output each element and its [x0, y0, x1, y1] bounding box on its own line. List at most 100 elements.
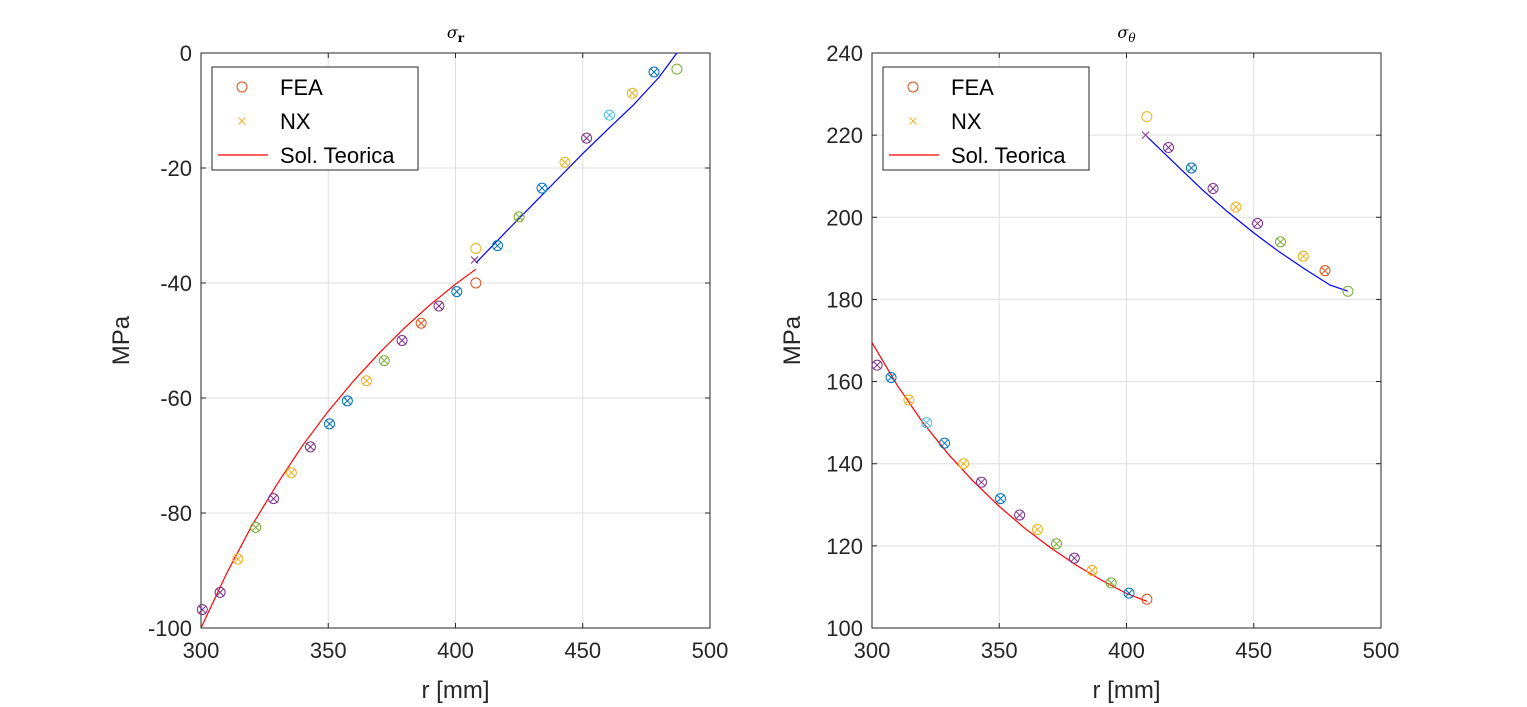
legend: FEA NX Sol. Teorica	[882, 66, 1090, 171]
chart-title: σθ	[1117, 23, 1136, 45]
data-point-nx	[1141, 131, 1150, 139]
legend: FEA NX Sol. Teorica	[211, 66, 419, 171]
data-point-nx	[325, 420, 334, 428]
data-point-nx	[959, 459, 968, 468]
data-point-nx	[1164, 143, 1173, 152]
data-point-fea	[958, 458, 970, 470]
data-point-fea	[581, 132, 593, 144]
data-point-nx	[417, 319, 425, 328]
data-point-pair	[232, 553, 244, 565]
y-tick-label: -80	[160, 501, 192, 526]
data-point-nx	[561, 158, 569, 167]
data-point-fea	[324, 418, 336, 430]
data-point-nx	[287, 468, 296, 477]
data-point-nx	[515, 213, 523, 221]
data-point-fea	[268, 493, 280, 505]
data-point-fea	[921, 417, 933, 429]
data-point-nx	[1070, 554, 1079, 563]
y-tick-label: -20	[160, 156, 192, 181]
data-point-pair	[285, 467, 297, 479]
data-point-pair	[1014, 509, 1026, 521]
data-point-fea	[304, 441, 316, 453]
theory-curve-1	[201, 268, 477, 628]
x-tick-label: 300	[854, 638, 891, 663]
data-point-fea	[603, 109, 615, 121]
data-point-fea	[470, 277, 482, 289]
x-tick-label: 450	[1235, 638, 1272, 663]
data-point-fea	[491, 240, 503, 252]
data-point-pair	[1031, 523, 1043, 535]
x-tick-label: 350	[310, 638, 347, 663]
x-tick-label: 400	[437, 638, 474, 663]
legend-label: NX	[280, 109, 311, 134]
theory-curves	[201, 53, 678, 628]
data-point-nx	[996, 494, 1005, 503]
data-point-nx	[1088, 566, 1096, 575]
data-point-fea	[1068, 552, 1080, 564]
data-point-pair	[885, 371, 897, 383]
data-point-nx	[605, 111, 614, 119]
data-point-fea	[871, 359, 883, 371]
data-point-nx	[1125, 589, 1133, 597]
data-point-fea	[1207, 183, 1219, 195]
data-point-nx	[343, 397, 352, 405]
data-point-nx	[1232, 203, 1240, 211]
data-point-pair	[939, 437, 951, 449]
data-point-fea	[1185, 162, 1197, 174]
data-point-fea	[626, 87, 638, 99]
data-point-nx	[1253, 219, 1262, 228]
y-ticks: 100 120 140 160 180 200 220 240	[826, 41, 1381, 641]
data-point-nx	[306, 443, 315, 451]
data-point-pair	[921, 417, 933, 429]
x-tick-label: 500	[692, 638, 729, 663]
data-point-fea	[214, 586, 226, 598]
data-point-fea	[903, 394, 915, 406]
y-tick-label: 120	[826, 534, 863, 559]
x-ticks: 300 350 400 450 500	[854, 53, 1399, 663]
data-point-fea	[1086, 565, 1098, 576]
y-axis-label: MPa	[108, 315, 135, 365]
y-tick-label: 0	[180, 41, 192, 66]
data-point-pair	[559, 156, 571, 168]
data-point-fea	[648, 66, 660, 78]
data-point-nx	[198, 605, 207, 614]
chart-1: 300 350 400 450 500 -100 -80 -60 -40 -20 0 r [mm] MP…	[108, 23, 728, 704]
data-point-pair	[1185, 162, 1197, 174]
data-point-fea	[671, 63, 683, 75]
legend-label: Sol. Teorica	[280, 143, 395, 168]
data-point-pair	[341, 395, 353, 407]
data-point-pair	[1207, 183, 1219, 195]
data-point-pair	[415, 317, 427, 329]
data-point-nx	[628, 89, 637, 98]
data-point-pair	[995, 493, 1007, 505]
title-subscript: θ	[1128, 31, 1136, 45]
data-point-nx	[1321, 266, 1329, 275]
data-point-fea	[995, 493, 1007, 505]
data-point-pair	[1068, 552, 1080, 564]
data-point-fea	[939, 437, 951, 449]
data-point-fea	[285, 467, 297, 479]
data-point-nx	[1209, 184, 1217, 193]
theory-curve-1	[872, 342, 1148, 602]
data-point-nx	[1015, 511, 1024, 519]
data-point-fea	[1123, 587, 1135, 599]
chart-2: 300 350 400 450 500 100 120 140 160 180 200 220 240 r…	[779, 23, 1399, 704]
data-point-fea	[1342, 285, 1354, 297]
data-point-pair	[1230, 201, 1242, 213]
data-point-fea	[232, 553, 244, 565]
data-point-fea	[1274, 236, 1286, 248]
data-point-fea	[433, 300, 445, 312]
data-point-fea	[1105, 577, 1117, 589]
data-point-fea	[378, 355, 390, 367]
data-point-nx	[380, 356, 389, 365]
data-point-pair	[1123, 587, 1135, 599]
data-point-nx	[940, 439, 949, 448]
title-symbol: σ	[447, 23, 459, 42]
data-point-fea	[559, 156, 571, 168]
data-point-pair	[648, 66, 660, 78]
data-point-pair	[324, 418, 336, 430]
data-point-nx	[582, 134, 591, 142]
data-point-nx	[905, 396, 913, 404]
data-point-pair	[1162, 141, 1174, 153]
data-point-pair	[268, 493, 280, 505]
